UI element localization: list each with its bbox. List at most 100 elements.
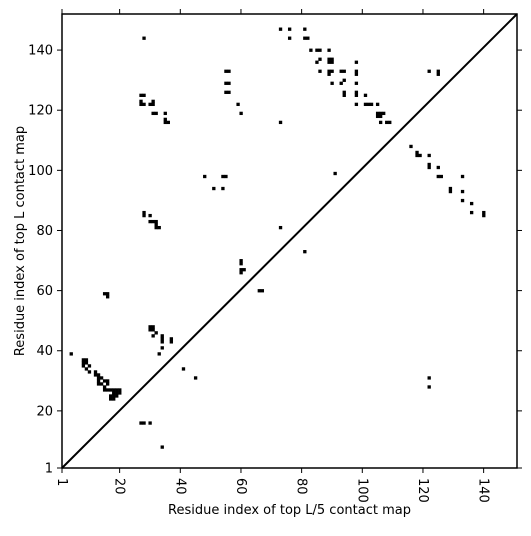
contact-point	[139, 421, 143, 425]
contact-point	[278, 27, 283, 31]
contact-point	[409, 144, 413, 149]
contact-point	[102, 292, 107, 296]
contact-point	[227, 90, 231, 94]
contact-point	[330, 57, 334, 61]
x-axis-label: Residue index of top L/5 contact map	[168, 503, 411, 518]
y-tick-label: 20	[36, 404, 53, 419]
contact-point	[81, 358, 86, 362]
contact-point	[460, 189, 465, 194]
x-tick-label: 100	[354, 478, 369, 503]
contact-point	[303, 36, 307, 40]
contact-point	[239, 262, 243, 266]
contact-point	[112, 397, 116, 401]
contact-point	[427, 385, 431, 389]
contact-point	[96, 382, 101, 386]
x-tick-label: 80	[294, 478, 309, 495]
contact-points	[69, 27, 486, 449]
contact-point	[287, 36, 292, 40]
contact-point	[227, 69, 231, 73]
contact-point	[160, 445, 164, 449]
contact-point	[303, 250, 307, 254]
y-tick-label: 60	[36, 284, 53, 299]
contact-point	[69, 352, 73, 356]
contact-point	[363, 102, 368, 107]
contact-point	[142, 36, 146, 40]
contact-point	[142, 213, 146, 218]
contact-point	[224, 81, 228, 85]
contact-point	[306, 36, 310, 40]
contact-point	[139, 102, 143, 107]
contact-point	[151, 328, 155, 332]
contact-point	[163, 120, 167, 125]
contact-point	[469, 210, 474, 215]
contact-point	[193, 376, 198, 380]
contact-point	[436, 69, 440, 73]
contact-point	[81, 361, 86, 365]
contact-point	[439, 174, 443, 179]
contact-point	[81, 364, 86, 368]
contact-point	[418, 153, 422, 158]
contact-point	[160, 346, 164, 350]
contact-point	[112, 388, 116, 392]
contact-point	[118, 388, 122, 392]
contact-point	[366, 102, 371, 107]
y-tick-label: 120	[28, 104, 53, 119]
contact-point	[169, 337, 174, 341]
contact-point	[99, 382, 104, 386]
contact-point	[369, 102, 374, 107]
contact-point	[427, 153, 431, 158]
y-tick-label: 40	[36, 344, 53, 359]
contact-point	[151, 334, 155, 338]
contact-point	[354, 72, 359, 76]
contact-point	[448, 186, 453, 191]
contact-point	[163, 111, 167, 116]
contact-point	[342, 69, 346, 73]
contact-point	[96, 376, 101, 380]
contact-point	[363, 93, 368, 97]
contact-point	[84, 361, 89, 365]
contact-point	[160, 334, 164, 338]
contact-point	[327, 48, 331, 52]
contact-point	[203, 174, 207, 179]
contact-point	[102, 379, 107, 383]
contact-point	[148, 328, 152, 332]
contact-point	[378, 120, 383, 125]
contact-point	[102, 388, 107, 392]
x-tick-label: 140	[476, 478, 491, 503]
x-tick-label: 40	[172, 478, 187, 495]
contact-point	[354, 102, 359, 107]
contact-point	[148, 219, 152, 224]
contact-point	[169, 340, 174, 344]
contact-point	[105, 292, 110, 296]
contact-point	[157, 225, 161, 230]
contact-point	[330, 60, 334, 64]
contact-point	[315, 48, 319, 52]
contact-point	[151, 102, 155, 107]
contact-point	[287, 27, 292, 31]
y-tick-label: 140	[28, 44, 53, 59]
contact-point	[327, 57, 331, 61]
contact-point	[382, 111, 386, 116]
contact-point	[436, 72, 440, 76]
contact-point	[105, 295, 110, 299]
contact-point	[339, 81, 343, 85]
plot-frame	[61, 13, 518, 469]
contact-point	[460, 198, 465, 203]
contact-point	[375, 102, 380, 107]
contact-point	[142, 102, 146, 107]
contact-point	[415, 150, 419, 155]
contact-point	[160, 340, 164, 344]
contact-point	[148, 213, 152, 218]
contact-point	[448, 189, 453, 194]
contact-point	[109, 394, 113, 398]
contact-point	[157, 352, 161, 356]
diagonal-line	[61, 13, 518, 469]
x-tick-label: 1	[54, 478, 69, 486]
contact-point	[148, 102, 152, 107]
contact-point	[339, 69, 343, 73]
contact-point	[112, 391, 116, 395]
contact-point	[342, 90, 346, 94]
contact-point	[342, 93, 346, 97]
contact-point	[333, 171, 337, 176]
contact-point	[154, 219, 158, 224]
